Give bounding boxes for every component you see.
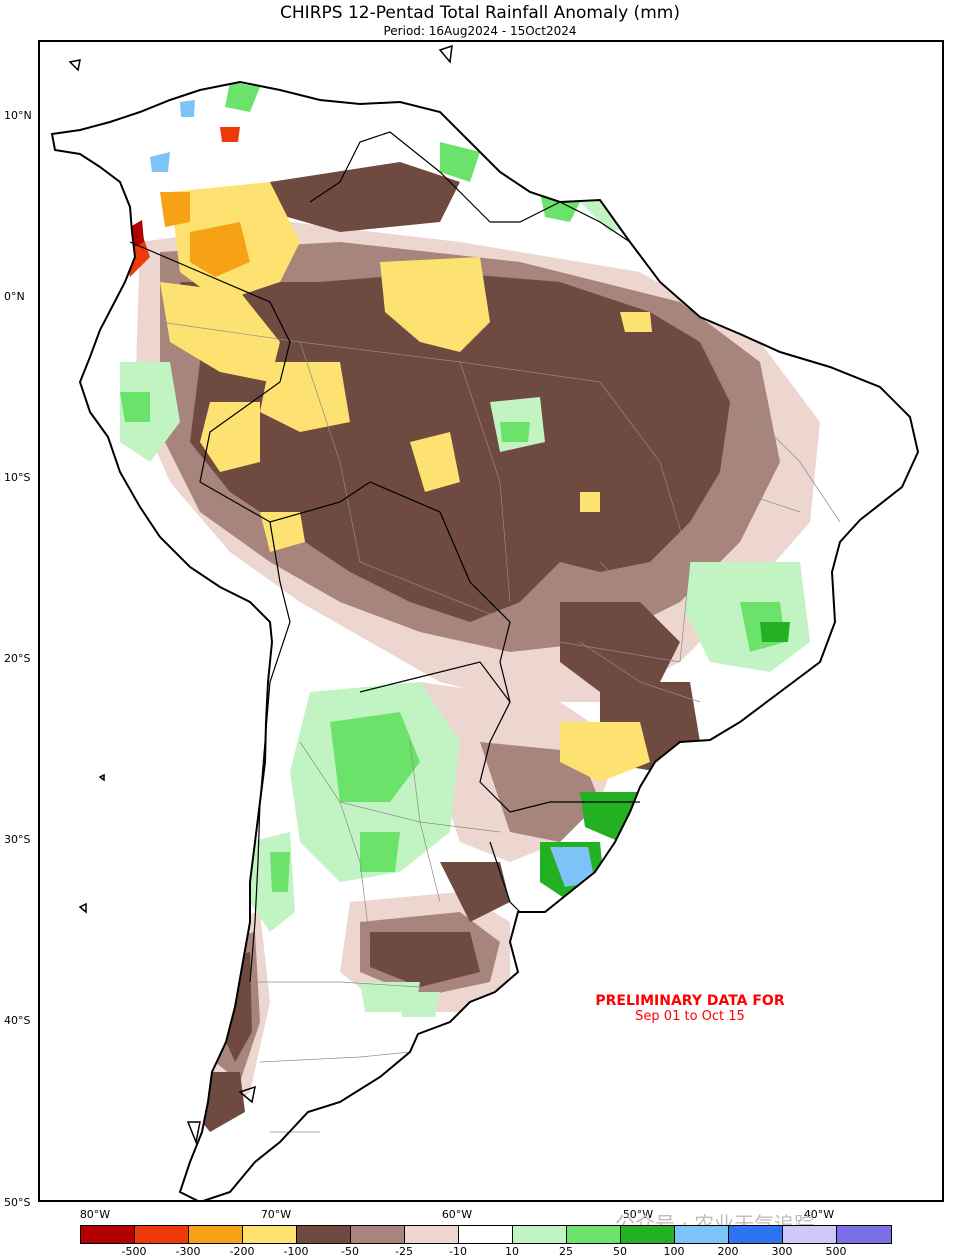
legend-swatch <box>243 1226 297 1243</box>
legend-swatch <box>675 1226 729 1243</box>
legend-tick-label: -100 <box>283 1245 309 1258</box>
anomaly-extreme-wet <box>150 100 595 887</box>
legend-tick-label: 200 <box>717 1245 739 1258</box>
legend-tick-label: 10 <box>505 1245 519 1258</box>
lon-label-40w: 40°W <box>803 1208 835 1221</box>
lat-label-50s: 50°S <box>4 1196 31 1209</box>
legend-tick-label: 500 <box>825 1245 847 1258</box>
legend-tick-label: 300 <box>771 1245 793 1258</box>
legend-tick-label: -200 <box>229 1245 255 1258</box>
legend-tick-label: 25 <box>559 1245 573 1258</box>
lat-label-20s: 20°S <box>4 652 31 665</box>
legend-tick-label: -10 <box>449 1245 467 1258</box>
coastline <box>50 80 920 1200</box>
legend-swatch <box>837 1226 891 1243</box>
legend-tick-label: -25 <box>395 1245 413 1258</box>
rainfall-anomaly-map <box>50 44 920 1200</box>
legend-swatch <box>81 1226 135 1243</box>
legend-tick-label: -300 <box>175 1245 201 1258</box>
legend-swatch <box>189 1226 243 1243</box>
legend-tick-label: 100 <box>663 1245 685 1258</box>
legend-swatch <box>135 1226 189 1243</box>
preliminary-notice: PRELIMINARY DATA FOR Sep 01 to Oct 15 <box>560 993 820 1024</box>
preliminary-notice-line2: Sep 01 to Oct 15 <box>635 1009 745 1024</box>
lon-label-80w: 80°W <box>79 1208 111 1221</box>
legend-tick-label: 50 <box>613 1245 627 1258</box>
legend-swatch <box>351 1226 405 1243</box>
lon-label-60w: 60°W <box>441 1208 473 1221</box>
lat-label-10n: 10°N <box>4 109 32 122</box>
lat-label-40s: 40°S <box>4 1014 31 1027</box>
legend-swatch <box>459 1226 513 1243</box>
lat-label-10s: 10°S <box>4 471 31 484</box>
legend-swatch <box>621 1226 675 1243</box>
lat-label-30s: 30°S <box>4 833 31 846</box>
legend-swatch <box>567 1226 621 1243</box>
legend-swatch <box>729 1226 783 1243</box>
preliminary-notice-line1: PRELIMINARY DATA FOR <box>595 993 785 1009</box>
lon-label-70w: 70°W <box>260 1208 292 1221</box>
map-title: CHIRPS 12-Pentad Total Rainfall Anomaly … <box>280 3 680 23</box>
legend-tick-label: -500 <box>121 1245 147 1258</box>
legend-colorbar <box>80 1225 892 1244</box>
legend-tick-label: -50 <box>341 1245 359 1258</box>
map-period: Period: 16Aug2024 - 15Oct2024 <box>383 24 577 38</box>
legend-swatch <box>297 1226 351 1243</box>
legend-swatch <box>405 1226 459 1243</box>
legend-swatch <box>783 1226 837 1243</box>
legend-swatch <box>513 1226 567 1243</box>
map-panel <box>38 40 944 1202</box>
lat-label-0: 0°N <box>4 290 25 303</box>
islands <box>68 44 453 1145</box>
lon-label-50w: 50°W <box>622 1208 654 1221</box>
